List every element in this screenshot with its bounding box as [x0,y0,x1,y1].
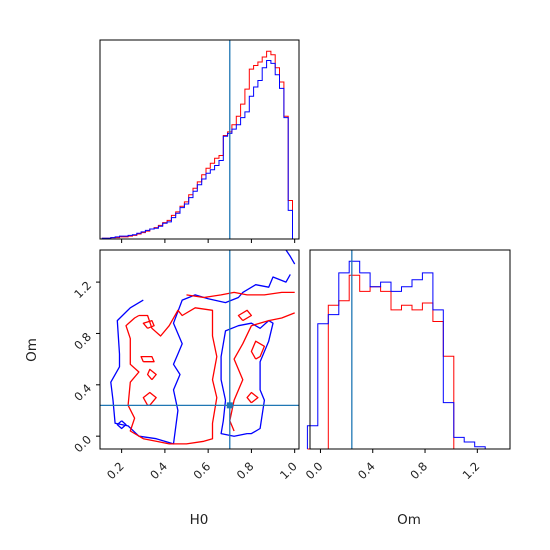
om-hist-series-2 [306,260,496,450]
om-marginal-frame [309,249,511,450]
contour-2-6 [140,355,155,363]
h0-om-joint-frame [99,249,300,450]
om-tick-label: 1.2 [71,278,94,301]
h0-tick-label: 0.2 [104,459,127,482]
h0-om-joint-panel: 0.2 0.4 0.6 0.8 1.0 0.0 0.4 0.8 1.2 [71,249,300,482]
contour-1-1 [110,274,291,445]
om-marginal-tick-label: 0.0 [303,459,326,482]
h0-marginal-frame [99,39,300,240]
om-marginal-tick-label: 0.4 [355,459,378,482]
om-marginal-tick-label: 1.2 [460,459,483,482]
contour-2-9 [250,340,266,360]
om-axis-ticks: 0.0 0.4 0.8 1.2 [71,278,100,455]
x-axis-title-h0: H0 [190,512,209,528]
contour-1-2 [285,250,296,265]
om-hist-series-1 [307,274,496,450]
h0-tick-label: 1.0 [277,459,300,482]
contour-2-2 [125,307,218,445]
contour-2-3 [229,312,295,432]
x-axis-title-om: Om [397,512,421,528]
h0-tick-label: 0.6 [190,459,213,482]
h0-om-contours [110,250,296,445]
contour-1-3 [220,319,274,437]
contour-2-7 [142,319,155,329]
h0-tick-label: 0.4 [147,459,170,482]
h0-marginal-ticks [121,239,296,243]
contour-2-8 [246,391,259,404]
h0-axis-ticks: 0.2 0.4 0.6 0.8 1.0 [104,449,300,482]
om-histogram-series [306,260,496,450]
h0-histogram-series [101,50,293,239]
h0-hist-series-1 [101,50,293,239]
contour-2-10 [237,309,253,322]
h0-om-truth-crosshair [100,250,299,449]
contour-2-4 [142,391,157,406]
h0-marginal-panel [99,39,300,243]
contour-2-1 [186,291,295,299]
h0-hist-series-2 [101,60,293,239]
om-marginal-ticks: 0.0 0.4 0.8 1.2 [303,449,483,482]
truth-marker [226,402,233,409]
om-marginal-panel: 0.0 0.4 0.8 1.2 [303,249,511,482]
contour-1-4 [116,420,127,430]
om-tick-label: 0.0 [71,432,94,455]
contour-2-5 [146,368,157,381]
h0-tick-label: 0.8 [234,459,257,482]
om-tick-label: 0.4 [71,381,94,404]
om-marginal-tick-label: 0.8 [407,459,430,482]
y-axis-title-om: Om [24,338,40,362]
om-tick-label: 0.8 [71,330,94,353]
